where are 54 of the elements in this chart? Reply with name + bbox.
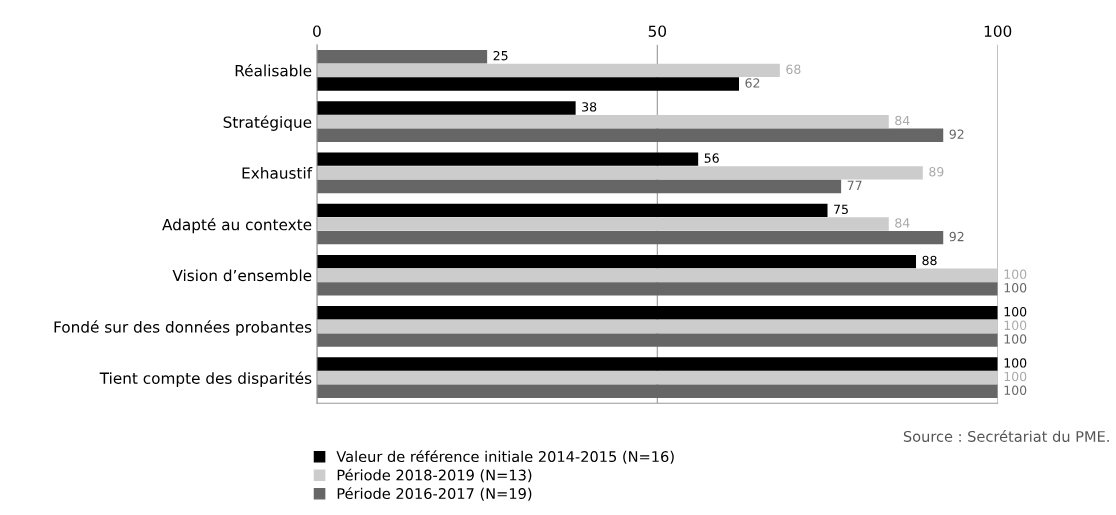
bar (316, 254, 917, 269)
y-tick-label: Stratégique (223, 115, 312, 131)
y-tick-label: Vision d’ensemble (172, 269, 312, 282)
data-label: 25 (493, 50, 508, 61)
data-label: 100 (1004, 283, 1027, 293)
data-label: 88 (922, 255, 937, 266)
bar (316, 333, 998, 347)
bar (316, 268, 998, 282)
source-note: Source : Secrétariat du PME. (903, 430, 1109, 442)
data-label: 84 (895, 218, 910, 228)
y-tick-label: Réalisable (235, 63, 312, 77)
data-label: 68 (786, 64, 801, 75)
data-label: 92 (949, 129, 964, 139)
bar (316, 166, 923, 180)
y-tick-label: Fondé sur des données probantes (54, 320, 312, 336)
data-label: 77 (847, 180, 862, 190)
y-tick-label: Adapté au contexte (162, 217, 312, 234)
data-label: 100 (1004, 358, 1027, 368)
bar (316, 152, 699, 166)
bar (316, 128, 944, 142)
bar (316, 230, 944, 245)
data-label: 100 (1004, 320, 1027, 331)
bar (316, 370, 998, 385)
legend-label: Valeur de référence initiale 2014-2015 (N=16) (336, 450, 674, 464)
bar (316, 306, 998, 320)
data-label: 92 (949, 231, 964, 242)
data-label: 84 (895, 115, 910, 126)
legend-label: Période 2016-2017 (N=19) (337, 487, 532, 501)
data-label: 75 (834, 204, 848, 214)
data-label: 100 (1004, 306, 1027, 317)
bar (316, 217, 889, 231)
data-label: 100 (1004, 269, 1027, 279)
bar (316, 357, 998, 371)
bar (316, 282, 998, 296)
data-label: 56 (704, 153, 719, 163)
data-label: 100 (1004, 334, 1027, 344)
data-label: 89 (929, 166, 944, 177)
data-label: 62 (745, 78, 760, 88)
bar (316, 101, 576, 115)
bar (316, 203, 828, 218)
y-tick-label: Exhaustif (242, 167, 313, 179)
bar (316, 63, 780, 78)
bar (316, 384, 998, 398)
bar (316, 319, 998, 334)
x-tick-label: 50 (648, 25, 667, 37)
data-label: 100 (1004, 371, 1027, 382)
bar (316, 114, 889, 129)
legend-label: Période 2018-2019 (N=13) (337, 468, 532, 483)
data-label: 100 (1004, 385, 1027, 395)
data-label: 38 (582, 102, 597, 112)
x-tick-label: 0 (313, 25, 321, 37)
bar (316, 179, 842, 194)
y-tick-label: Tient compte des disparités (99, 371, 312, 387)
x-tick-label: 100 (984, 25, 1012, 37)
